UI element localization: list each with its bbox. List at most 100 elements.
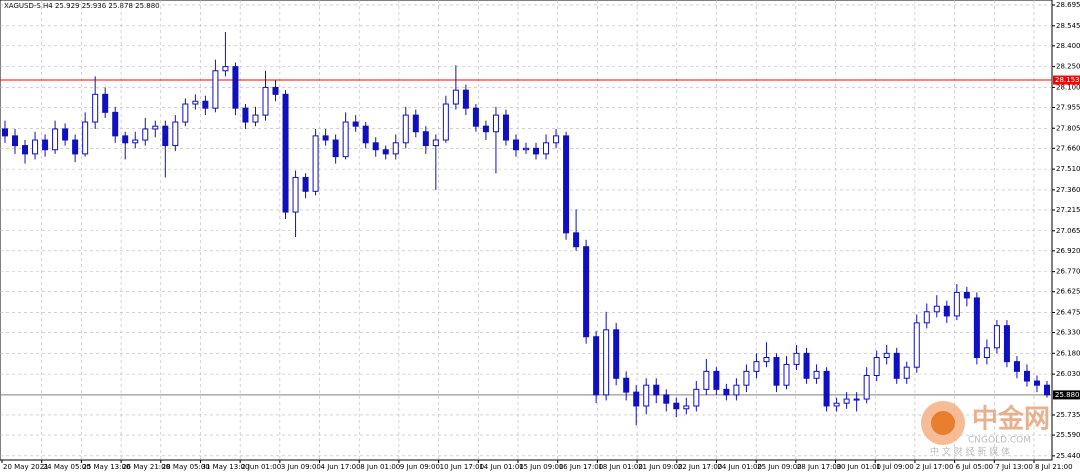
- y-tick-label: 27.215: [1056, 206, 1080, 214]
- candle-body: [22, 145, 29, 155]
- y-tick-label: 27.510: [1056, 165, 1080, 173]
- candle-body: [352, 121, 359, 127]
- candle-body: [673, 402, 680, 410]
- candle-body: [973, 297, 980, 359]
- candle-body: [192, 100, 199, 105]
- candle-body: [372, 142, 379, 151]
- candle-body: [573, 232, 580, 248]
- candle-body: [82, 121, 89, 155]
- candle-body: [452, 89, 459, 105]
- candle-body: [533, 147, 540, 155]
- candle-body: [72, 139, 79, 155]
- candle-body: [823, 370, 830, 407]
- watermark-logo: [931, 411, 955, 435]
- candle-body: [923, 311, 930, 324]
- candle-body: [713, 370, 720, 390]
- candle-body: [162, 125, 169, 147]
- candle-body: [623, 377, 630, 393]
- candle-body: [432, 139, 439, 147]
- watermark: 中金网 CNGOLD.COM 中 文 财 经 新 媒 体: [921, 401, 1050, 458]
- x-tick-label: 8 Jul 21:00: [1035, 463, 1073, 471]
- candle-body: [132, 139, 139, 144]
- candle-body: [32, 139, 39, 155]
- candle-body: [893, 352, 900, 379]
- x-tick-label: 8 Jun 01:00: [360, 463, 400, 471]
- candle-body: [633, 391, 640, 407]
- x-tick-label: 22 Jun 17:00: [678, 463, 722, 471]
- candle-body: [853, 398, 860, 401]
- x-tick-label: 24 Jun 01:00: [717, 463, 761, 471]
- candle-body: [362, 125, 369, 144]
- candle-body: [212, 70, 219, 109]
- candle-body: [693, 388, 700, 407]
- y-tick-label: 27.065: [1056, 227, 1080, 235]
- x-tick-label: 20 May 2021: [3, 463, 49, 471]
- candle-body: [332, 139, 339, 158]
- candle-body: [833, 402, 840, 407]
- candle-body: [422, 131, 429, 147]
- y-tick-label: 25.590: [1056, 431, 1080, 439]
- candle-body: [202, 100, 209, 109]
- y-tick-label: 28.545: [1056, 22, 1080, 30]
- candle-body: [613, 329, 620, 379]
- y-tick-label: 28.250: [1056, 63, 1080, 71]
- y-tick-label: 27.805: [1056, 124, 1080, 132]
- candle-body: [983, 347, 990, 359]
- x-tick-label: 16 Jun 17:00: [559, 463, 603, 471]
- x-tick-label: 2 Jun 01:00: [241, 463, 281, 471]
- candle-body: [242, 107, 249, 123]
- plot-frame: [0, 0, 1053, 461]
- candle-body: [953, 291, 960, 317]
- candle-body: [643, 384, 650, 407]
- candle-body: [1044, 384, 1050, 396]
- chart-title: XAGUSD-S,H4 25.929 25.936 25.878 25.880: [4, 2, 160, 10]
- watermark-brand: 中金网: [972, 404, 1050, 435]
- candle-body: [272, 86, 279, 95]
- y-tick-label: 26.770: [1056, 268, 1080, 276]
- candle-body: [683, 405, 690, 410]
- candle-body: [252, 114, 259, 123]
- candle-body: [653, 384, 660, 396]
- candle-body: [1013, 361, 1020, 372]
- x-tick-label: 24 May 05:00: [43, 463, 91, 471]
- x-tick-label: 21 Jun 09:00: [638, 463, 682, 471]
- candle-body: [2, 128, 8, 137]
- x-tick-label: 1 Jul 09:00: [876, 463, 914, 471]
- y-tick-label: 25.440: [1056, 452, 1080, 460]
- candle-body: [783, 363, 790, 386]
- x-tick-label: 7 Jul 13:00: [995, 463, 1033, 471]
- x-tick-label: 26 May 21:00: [122, 463, 170, 471]
- candle-body: [62, 128, 69, 141]
- x-tick-label: 25 Jun 09:00: [757, 463, 801, 471]
- candle-body: [873, 357, 880, 377]
- x-tick-label: 28 Jun 17:00: [797, 463, 841, 471]
- y-tick-label: 28.400: [1056, 42, 1080, 50]
- candle-body: [92, 93, 99, 123]
- candle-body: [322, 135, 329, 141]
- candle-body: [492, 114, 499, 133]
- candle-body: [733, 384, 740, 396]
- candle-body: [793, 352, 800, 365]
- candle-body: [512, 139, 519, 151]
- candle-body: [523, 147, 529, 151]
- y-tick-label: 27.955: [1056, 103, 1080, 111]
- candle-body: [382, 149, 389, 155]
- candle-body: [462, 89, 469, 109]
- candle-body: [803, 352, 810, 379]
- candle-body: [182, 103, 189, 123]
- candle-body: [1003, 325, 1010, 363]
- candle-body: [302, 176, 309, 192]
- y-tick-label: 26.920: [1056, 247, 1080, 255]
- x-tick-label: 14 Jun 01:00: [479, 463, 523, 471]
- level-label-bg: [1053, 75, 1080, 85]
- candle-body: [703, 370, 710, 390]
- candle-body: [152, 125, 159, 130]
- candle-body: [933, 305, 940, 313]
- candle-body: [1033, 380, 1040, 386]
- candle-body: [502, 114, 509, 141]
- candle-body: [743, 370, 750, 386]
- y-tick-label: 26.180: [1056, 349, 1080, 357]
- candle-body: [312, 135, 319, 192]
- candle-body: [753, 361, 760, 372]
